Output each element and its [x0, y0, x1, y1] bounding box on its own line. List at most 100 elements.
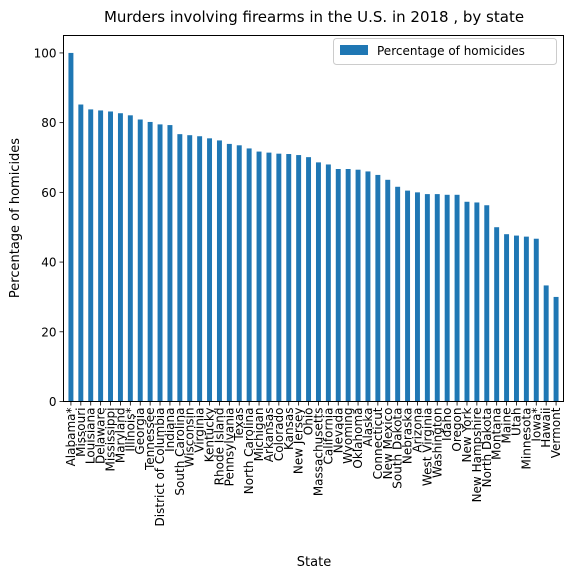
bar [454, 194, 460, 402]
x-tick-label: Vermont [549, 407, 563, 458]
bar [464, 201, 470, 402]
bar [553, 296, 559, 402]
x-tick-label: North Dakota [480, 408, 494, 488]
x-tick-label: New Jersey [292, 408, 306, 475]
x-tick-label: New Mexico [381, 408, 395, 480]
bar [187, 135, 193, 402]
bar [434, 194, 440, 402]
x-tick-label: Rhode Island [212, 408, 226, 486]
x-tick-label: New Hampshire [470, 408, 484, 503]
plot-area-frame [63, 35, 564, 402]
bar [78, 104, 84, 402]
bar [246, 148, 252, 402]
x-axis-ticks: Alabama*MissouriLouisianaDelawareMississ… [64, 401, 563, 527]
bar [345, 169, 351, 402]
bar [207, 138, 213, 402]
x-tick-label: Iowa* [529, 408, 543, 442]
y-tick-label: 0 [49, 395, 57, 409]
bar [543, 285, 549, 402]
bar [414, 192, 420, 402]
x-axis-label: State [297, 555, 331, 570]
x-tick-label: Ohio [302, 408, 316, 436]
x-tick-label: North Carolina [242, 408, 256, 495]
bar [533, 238, 539, 402]
bar [197, 136, 203, 402]
bar [216, 140, 222, 402]
x-tick-label: California [321, 408, 335, 465]
x-tick-label: Oregon [450, 408, 464, 452]
x-tick-label: South Dakota [391, 408, 405, 489]
bar [405, 190, 411, 402]
bar [315, 162, 321, 402]
x-tick-label: Kansas [282, 408, 296, 450]
x-tick-label: Indiana [163, 408, 177, 452]
bar [226, 143, 232, 402]
x-tick-label: Pennsylvania [222, 408, 236, 487]
x-tick-label: Michigan [252, 408, 266, 462]
bar [147, 121, 153, 402]
x-tick-label: Arizona [410, 408, 424, 453]
x-tick-label: Hawaii [539, 408, 553, 448]
bar [88, 109, 94, 402]
x-tick-label: Arkansas [262, 408, 276, 463]
legend: Percentage of homicides [333, 38, 557, 65]
x-tick-label: Georgia [133, 408, 147, 455]
bar [504, 234, 510, 402]
x-tick-label: Louisiana [84, 408, 98, 465]
bar [444, 194, 450, 402]
x-tick-label: Washington [430, 408, 444, 479]
x-tick-label: Colorado [272, 408, 286, 462]
x-tick-label: Tennessee [143, 408, 157, 472]
chart-title: Murders involving firearms in the U.S. i… [104, 8, 524, 26]
x-tick-label: Montana [490, 408, 504, 460]
legend-frame [333, 38, 557, 65]
bar [365, 171, 371, 402]
bar [523, 236, 529, 402]
bar [256, 151, 262, 402]
x-tick-label: Kentucky [203, 408, 217, 463]
bar [236, 145, 242, 402]
x-tick-label: Oklahoma [351, 408, 365, 469]
bar [424, 194, 430, 402]
x-tick-label: New York [460, 407, 474, 462]
y-tick-label: 20 [41, 325, 56, 339]
x-tick-label: District of Columbia [153, 408, 167, 527]
legend-swatch [340, 45, 368, 55]
bar [395, 186, 401, 402]
bars-group [68, 52, 559, 402]
bar [474, 202, 480, 402]
x-tick-label: West Virginia [420, 408, 434, 487]
x-tick-label: Delaware [94, 408, 108, 465]
y-tick-label: 100 [34, 46, 57, 60]
x-tick-label: Utah [509, 408, 523, 436]
x-tick-label: Nevada [331, 408, 345, 454]
x-tick-label: Massachusetts [311, 408, 325, 497]
bar [385, 179, 391, 402]
x-tick-label: Nebraska [401, 408, 415, 465]
bar [335, 169, 341, 402]
x-tick-label: Idaho [440, 408, 454, 441]
bar [484, 205, 490, 402]
legend-label: Percentage of homicides [377, 44, 525, 58]
x-tick-label: South Carolina [173, 408, 187, 496]
x-tick-label: Maine [500, 408, 514, 444]
x-tick-label: Illinois* [123, 408, 137, 452]
x-tick-label: Missouri [74, 408, 88, 457]
bar [127, 115, 133, 402]
bar [306, 157, 312, 402]
bar [266, 152, 272, 402]
bar [177, 134, 183, 402]
bar [98, 110, 104, 402]
x-tick-label: Maryland [113, 408, 127, 464]
y-tick-label: 80 [41, 116, 56, 130]
bar [108, 111, 113, 402]
bar [375, 174, 381, 402]
bar [117, 113, 123, 402]
y-tick-label: 40 [41, 256, 56, 270]
bar [167, 125, 173, 402]
bar [514, 235, 519, 402]
x-tick-label: Minnesota [519, 408, 533, 470]
bar [286, 154, 292, 402]
